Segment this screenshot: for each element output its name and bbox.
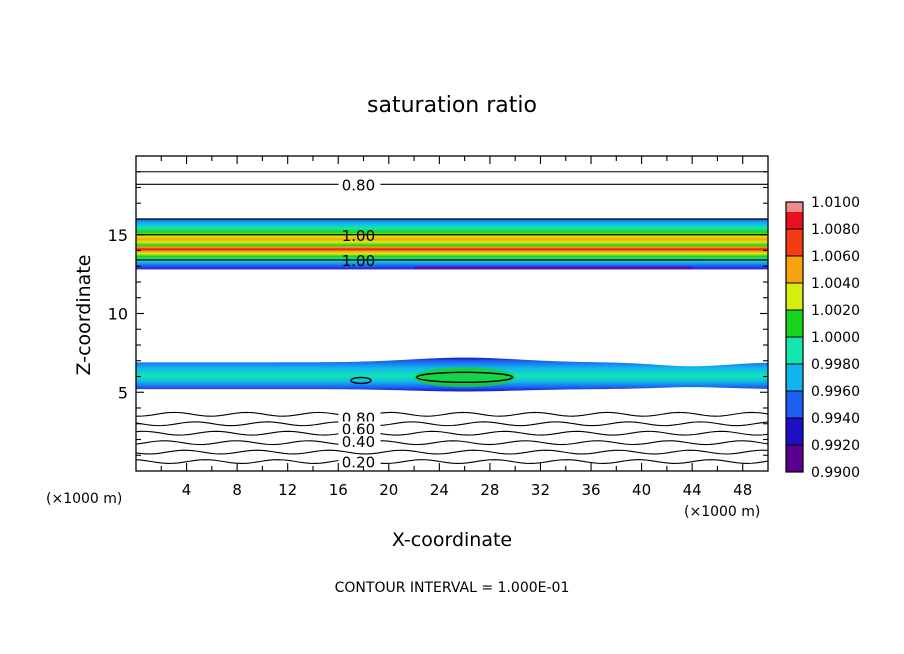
plot-frame bbox=[135, 155, 769, 472]
colorbar-swatch bbox=[786, 229, 803, 256]
contour-label-bg bbox=[338, 421, 381, 436]
contour-label-bg bbox=[338, 454, 381, 469]
colorbar: 0.9900 0.9920 0.9940 0.9960 0.9980 1.0000 1.00… bbox=[785, 195, 860, 481]
x-axis-unit-right: (×1000 m) bbox=[684, 504, 760, 520]
colorbar-label: 0.9940 bbox=[811, 411, 860, 427]
y-tick-label: 10 bbox=[108, 305, 128, 324]
contour-label: 0.80 bbox=[342, 176, 375, 194]
colorbar-swatch bbox=[786, 256, 803, 283]
colorbar-label: 1.0020 bbox=[811, 303, 860, 319]
contour-interval-footer: CONTOUR INTERVAL = 1.000E-01 bbox=[335, 580, 570, 596]
upper-band bbox=[136, 219, 768, 270]
x-tick-label: 8 bbox=[232, 481, 242, 499]
colorbar-swatch bbox=[786, 418, 803, 445]
colorbar-label: 0.9960 bbox=[811, 384, 860, 400]
contour-line bbox=[135, 411, 769, 417]
x-tick-label: 20 bbox=[379, 481, 398, 499]
contour-label-bg bbox=[338, 434, 381, 449]
contour-line bbox=[135, 459, 769, 464]
x-axis-label: X-coordinate bbox=[392, 529, 512, 551]
pocket-contour bbox=[415, 371, 514, 383]
x-tick-label: 24 bbox=[430, 481, 449, 499]
contour-label: 0.60 bbox=[342, 420, 375, 438]
contour-line bbox=[135, 440, 769, 446]
x-tick-label: 4 bbox=[182, 481, 192, 499]
x-tick-label: 48 bbox=[733, 481, 752, 499]
x-tick-label: 36 bbox=[581, 481, 600, 499]
y-axis-label: Z-coordinate bbox=[73, 255, 95, 376]
plot-area: 0.801.001.000.800.600.400.204 8 12 16 20 24 28… bbox=[108, 155, 769, 499]
pocket-contour bbox=[350, 376, 372, 385]
y-tick-label: 15 bbox=[108, 226, 128, 245]
x-tick-label: 28 bbox=[480, 481, 499, 499]
colorbar-label: 1.0080 bbox=[811, 222, 860, 238]
y-tick-label: 5 bbox=[118, 383, 128, 402]
contour-label: 0.40 bbox=[342, 433, 375, 451]
contour-label: 1.00 bbox=[342, 252, 375, 270]
upper-band-streak bbox=[414, 266, 693, 270]
colorbar-label: 1.0040 bbox=[811, 276, 860, 292]
x-tick-label: 40 bbox=[632, 481, 651, 499]
x-tick-label: 44 bbox=[683, 481, 702, 499]
contour-label: 1.00 bbox=[342, 227, 375, 245]
x-tick-label: 32 bbox=[531, 481, 550, 499]
colorbar-swatch bbox=[786, 202, 803, 212]
colorbar-swatch bbox=[786, 310, 803, 337]
x-axis-unit-left: (×1000 m) bbox=[46, 491, 122, 507]
colorbar-label: 1.0000 bbox=[811, 330, 860, 346]
x-tick-label: 12 bbox=[278, 481, 297, 499]
contour-label-bg bbox=[338, 410, 381, 425]
colorbar-label: 0.9920 bbox=[811, 438, 860, 454]
colorbar-label: 0.9980 bbox=[811, 357, 860, 373]
colorbar-swatch bbox=[786, 391, 803, 418]
chart-title: saturation ratio bbox=[367, 93, 537, 118]
colorbar-label: 1.0060 bbox=[811, 249, 860, 265]
colorbar-label: 1.0100 bbox=[811, 195, 860, 211]
colorbar-swatch bbox=[786, 283, 803, 310]
colorbar-swatch bbox=[786, 445, 803, 472]
contour-label-bg bbox=[338, 177, 381, 192]
contour-line bbox=[135, 430, 769, 436]
colorbar-swatch bbox=[786, 337, 803, 364]
colorbar-label: 0.9900 bbox=[811, 465, 860, 481]
contour-line bbox=[135, 421, 769, 427]
contour-line bbox=[135, 449, 769, 455]
colorbar-swatch bbox=[786, 364, 803, 391]
contour-label: 0.20 bbox=[342, 454, 375, 472]
lower-band-pocket bbox=[414, 367, 516, 388]
x-tick-label: 16 bbox=[329, 481, 348, 499]
